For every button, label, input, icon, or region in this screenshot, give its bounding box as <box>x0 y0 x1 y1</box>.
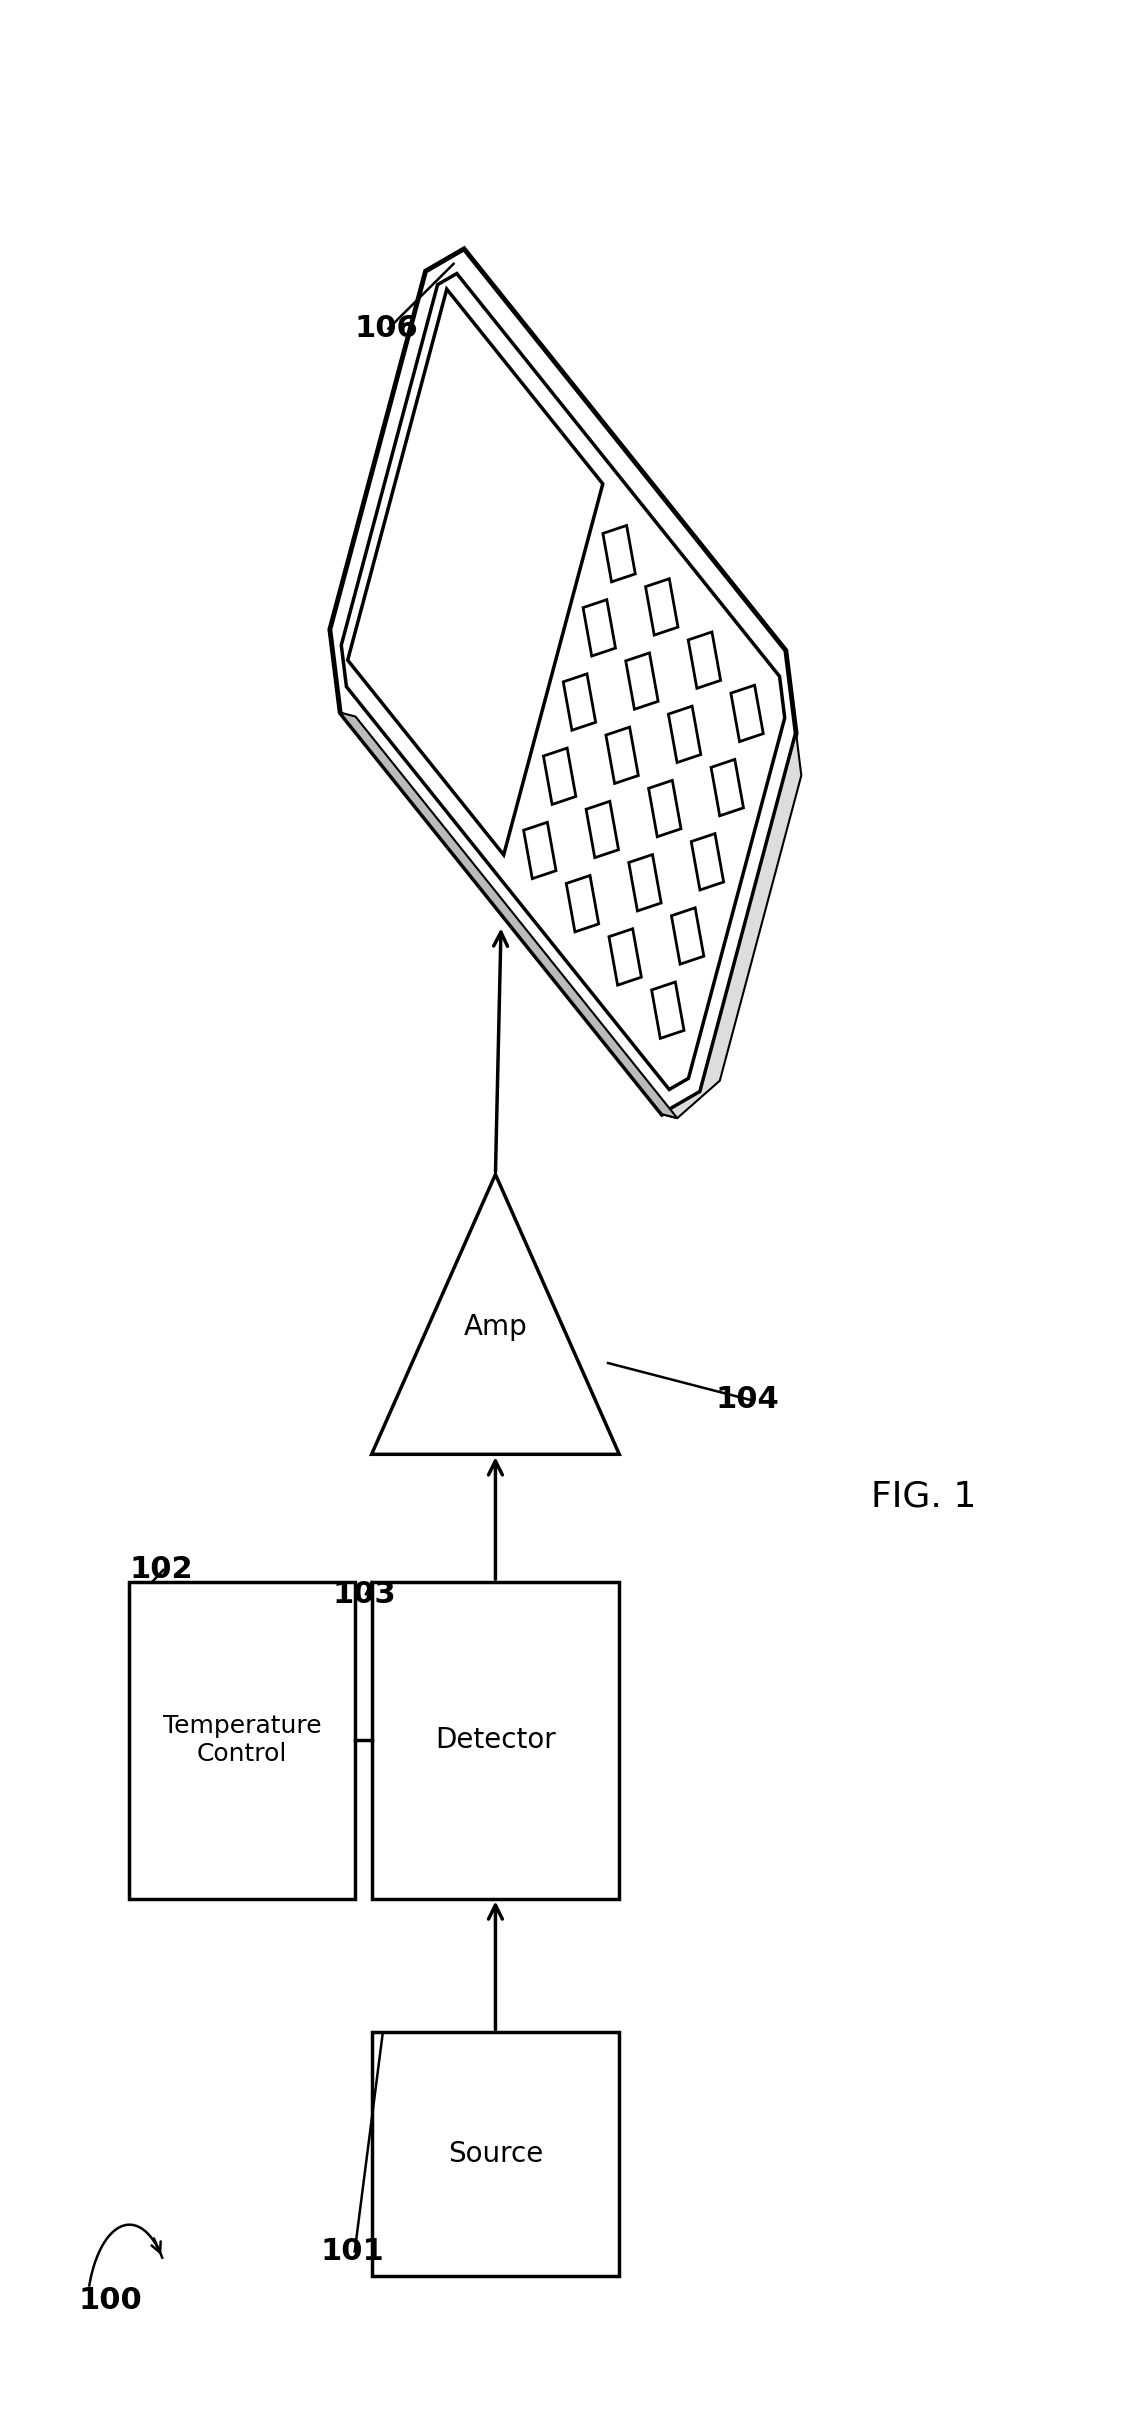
Polygon shape <box>340 713 678 1117</box>
Polygon shape <box>691 832 724 891</box>
Text: 104: 104 <box>715 1385 779 1414</box>
Polygon shape <box>524 823 556 879</box>
Polygon shape <box>628 854 661 910</box>
Text: 100: 100 <box>79 2286 143 2315</box>
Polygon shape <box>662 650 802 1117</box>
Polygon shape <box>606 728 638 784</box>
Polygon shape <box>671 908 704 964</box>
Polygon shape <box>566 876 599 932</box>
Polygon shape <box>563 674 596 730</box>
Polygon shape <box>544 747 575 806</box>
FancyBboxPatch shape <box>372 2032 619 2276</box>
Text: Detector: Detector <box>435 1726 556 1755</box>
Polygon shape <box>669 706 700 762</box>
Polygon shape <box>731 686 763 742</box>
Polygon shape <box>711 759 743 815</box>
Polygon shape <box>330 248 796 1115</box>
Text: 103: 103 <box>332 1580 396 1609</box>
Text: Temperature
Control: Temperature Control <box>163 1714 321 1767</box>
Polygon shape <box>348 290 602 854</box>
Text: FIG. 1: FIG. 1 <box>870 1480 976 1514</box>
Polygon shape <box>688 633 721 689</box>
FancyBboxPatch shape <box>372 1582 619 1899</box>
Polygon shape <box>649 781 681 837</box>
Polygon shape <box>609 930 642 986</box>
Polygon shape <box>341 273 785 1090</box>
Polygon shape <box>587 801 618 857</box>
Text: 102: 102 <box>129 1555 194 1585</box>
FancyBboxPatch shape <box>129 1582 355 1899</box>
Text: 106: 106 <box>355 314 419 343</box>
Polygon shape <box>645 579 678 635</box>
Text: Amp: Amp <box>464 1312 527 1341</box>
Text: Source: Source <box>448 2139 543 2169</box>
Text: 101: 101 <box>321 2237 385 2266</box>
Polygon shape <box>602 526 635 582</box>
Polygon shape <box>583 599 616 657</box>
Polygon shape <box>652 981 683 1039</box>
Polygon shape <box>626 652 659 708</box>
Polygon shape <box>372 1173 619 1453</box>
